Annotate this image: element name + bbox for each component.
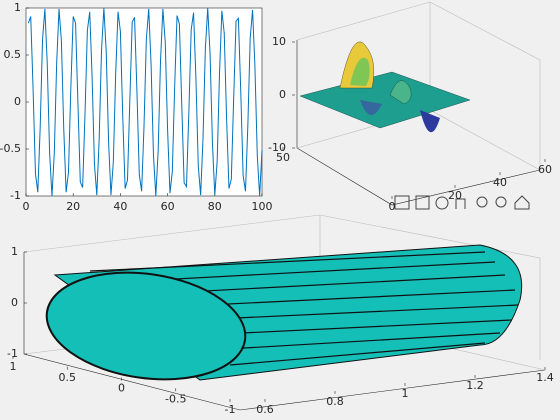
y-tick-label: 0.5: [59, 371, 77, 384]
y-tick-label: -1: [225, 403, 236, 416]
x-tick-label: 1: [402, 387, 409, 400]
z-tick-label: -10: [268, 141, 286, 154]
z-tick-label: -1: [7, 347, 18, 360]
line: [27, 7, 263, 197]
z-tick-label: 0: [11, 296, 18, 309]
toolbar-icon[interactable]: [514, 195, 530, 210]
y-tick-label: 0: [118, 382, 125, 395]
z-tick-label: 1: [11, 245, 18, 258]
toolbar-icon[interactable]: [455, 198, 466, 209]
toolbar-icon[interactable]: [495, 196, 507, 208]
x-tick-label: 0.6: [256, 403, 274, 416]
x-tick-label: 40: [113, 200, 127, 213]
z-tick-label: 0: [279, 88, 286, 101]
toolbar[interactable]: [394, 195, 530, 210]
toolbar-icon[interactable]: [435, 196, 449, 210]
x-tick-label: 0.8: [326, 395, 344, 408]
y-tick-label: -0.5: [165, 392, 186, 405]
peaks-surface: [299, 41, 471, 133]
x-tick-label: 60: [538, 163, 552, 176]
z-tick-label: 10: [272, 35, 286, 48]
x-tick-label: 60: [161, 200, 175, 213]
toolbar-icon[interactable]: [415, 195, 430, 210]
x-tick-label: 20: [448, 189, 462, 202]
y-tick-label: -1: [10, 189, 21, 202]
y-tick-label: 0: [389, 200, 396, 213]
y-tick-label: 1: [14, 1, 21, 14]
x-tick-label: 80: [208, 200, 222, 213]
x-tick-label: 20: [66, 200, 80, 213]
y-tick-label: 0: [14, 95, 21, 108]
y-tick-label: 1: [10, 360, 17, 373]
y-tick-label: 0.5: [4, 48, 22, 61]
cylinder: [45, 244, 523, 381]
toolbar-icon[interactable]: [394, 195, 410, 210]
toolbar-icon[interactable]: [476, 196, 488, 208]
x-tick-label: 0: [23, 200, 30, 213]
x-tick-label: 1.4: [536, 371, 554, 384]
x-tick-label: 40: [493, 176, 507, 189]
y-tick-label: -0.5: [0, 142, 21, 155]
x-tick-label: 1.2: [466, 379, 484, 392]
y-tick-label: 50: [276, 151, 290, 164]
x-tick-label: 100: [252, 200, 273, 213]
